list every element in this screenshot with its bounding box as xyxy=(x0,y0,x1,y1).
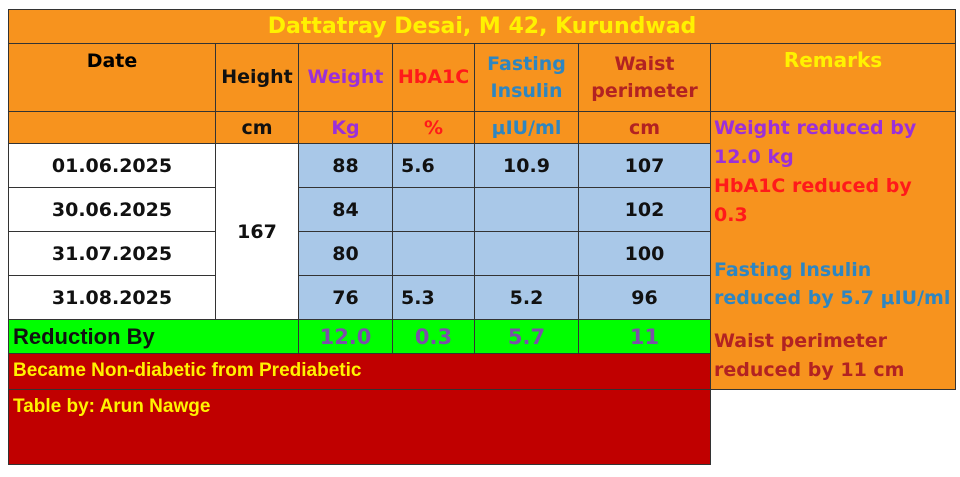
header-fasting-insulin: Fasting Insulin xyxy=(474,43,579,112)
reduction-weight: 12.0 xyxy=(298,319,393,354)
remark-weight: Weight reduced by 12.0 kg xyxy=(714,117,917,168)
reduction-insulin: 5.7 xyxy=(474,319,579,354)
row-waist: 96 xyxy=(578,275,711,320)
unit-weight: Kg xyxy=(298,111,393,144)
row-waist: 102 xyxy=(578,187,711,232)
row-insulin xyxy=(474,231,579,276)
credit-note: Table by: Arun Nawge xyxy=(8,389,711,465)
row-weight: 80 xyxy=(298,231,393,276)
row-waist: 100 xyxy=(578,231,711,276)
row-date: 31.07.2025 xyxy=(8,231,216,276)
row-date: 01.06.2025 xyxy=(8,143,216,188)
remark-insulin: Fasting Insulin reduced by 5.7 μIU/ml xyxy=(714,259,951,309)
table-row: 31.07.2025 80 100 xyxy=(8,231,956,276)
table-row: 30.06.2025 84 102 xyxy=(8,187,956,232)
table-title: Dattatray Desai, M 42, Kurundwad xyxy=(7,9,957,44)
row-weight: 76 xyxy=(298,275,393,320)
row-insulin: 5.2 xyxy=(474,275,579,320)
remark-waist: Waist perimeter reduced by 11 cm xyxy=(714,330,905,381)
row-date: 30.06.2025 xyxy=(8,187,216,232)
reduction-waist: 11 xyxy=(578,319,711,354)
unit-hba1c: % xyxy=(392,111,475,144)
health-summary-table: Dattatray Desai, M 42, Kurundwad Date He… xyxy=(7,9,957,465)
table-row: 31.08.2025 76 5.3 5.2 96 xyxy=(8,275,956,320)
status-note: Became Non-diabetic from Prediabetic xyxy=(8,353,711,390)
unit-fasting-insulin: μIU/ml xyxy=(474,111,579,144)
row-weight: 88 xyxy=(298,143,393,188)
header-height: Height xyxy=(215,43,299,112)
header-waist-perimeter: Waist perimeter xyxy=(578,43,711,112)
row-insulin: 10.9 xyxy=(474,143,579,188)
header-remarks: Remarks xyxy=(709,43,957,112)
row-hba1c: 5.6 xyxy=(392,143,475,188)
remark-hba1c: HbA1C reduced by 0.3 xyxy=(714,175,912,226)
row-date: 31.08.2025 xyxy=(8,275,216,320)
unit-height: cm xyxy=(215,111,299,144)
row-insulin xyxy=(474,187,579,232)
unit-date-empty xyxy=(8,111,216,144)
reduction-label: Reduction By xyxy=(8,319,299,354)
reduction-row: Reduction By 12.0 0.3 5.7 11 xyxy=(8,319,956,354)
row-waist: 107 xyxy=(578,143,711,188)
row-hba1c: 5.3 xyxy=(392,275,475,320)
row-hba1c xyxy=(392,187,475,232)
header-weight: Weight xyxy=(298,43,393,112)
row-weight: 84 xyxy=(298,187,393,232)
reduction-hba1c: 0.3 xyxy=(392,319,475,354)
header-date: Date xyxy=(8,43,216,112)
header-hba1c: HbA1C xyxy=(392,43,475,112)
height-value: 167 xyxy=(215,143,299,320)
remarks-cell: Weight reduced by 12.0 kg HbA1C reduced … xyxy=(709,111,957,390)
unit-waist: cm xyxy=(578,111,711,144)
row-hba1c xyxy=(392,231,475,276)
